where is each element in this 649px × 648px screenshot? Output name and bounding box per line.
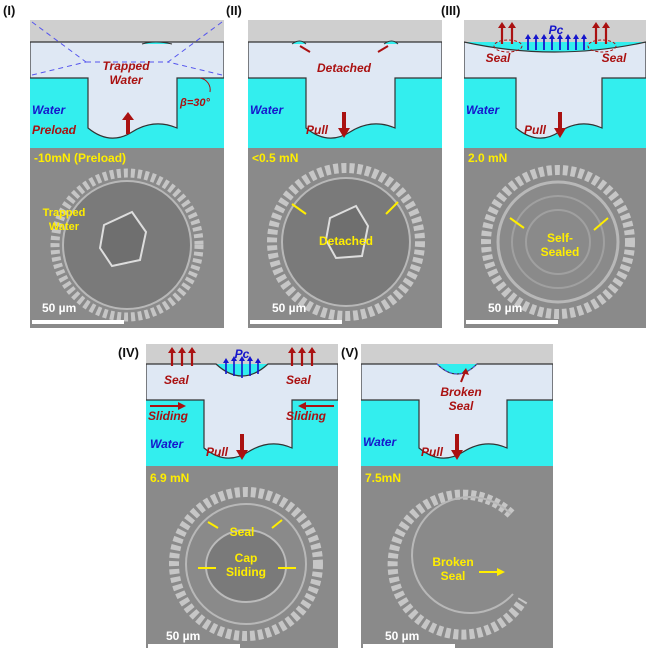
- pull-arrow: [338, 112, 350, 138]
- seal-left-label: Seal: [164, 373, 189, 387]
- photo-label-1: Broken: [432, 555, 473, 569]
- scale-label: 50 µm: [272, 301, 306, 315]
- panel-label-i: (I): [3, 3, 16, 18]
- action-label: Pull: [524, 123, 547, 137]
- pillar-body: [30, 41, 224, 139]
- photo-label-2: Seal: [441, 569, 466, 583]
- broken-label-1: Broken: [440, 385, 481, 399]
- photo-center-1: Cap: [235, 551, 258, 565]
- cone-guide: [31, 21, 223, 63]
- water-label: Water: [250, 103, 284, 117]
- scale-label: 50 µm: [385, 629, 419, 643]
- trapped-label-2: Water: [109, 73, 143, 87]
- force-label: 7.5mN: [365, 471, 401, 485]
- scale-bar: [32, 320, 124, 324]
- photo-center-2: Sliding: [226, 565, 266, 579]
- photo-label: Detached: [319, 234, 373, 248]
- detached-label: Detached: [317, 61, 372, 75]
- seal-right-label: Seal: [286, 373, 311, 387]
- photo-seal-label: Seal: [230, 525, 255, 539]
- force-label: 6.9 mN: [150, 471, 189, 485]
- scale-label: 50 µm: [166, 629, 200, 643]
- force-label: <0.5 mN: [252, 151, 298, 165]
- trapped-label-1: Trapped: [102, 59, 150, 73]
- panel-label-iii: (III): [441, 3, 461, 18]
- water-label: Water: [150, 437, 184, 451]
- pc-label: Pc: [549, 23, 564, 37]
- force-label: 2.0 mN: [468, 151, 507, 165]
- action-label: Preload: [32, 123, 77, 137]
- seal-left-label: Seal: [486, 51, 511, 65]
- trapped-water-pocket: [141, 41, 173, 45]
- action-label: Pull: [206, 445, 229, 459]
- force-label: -10mN (Preload): [34, 151, 126, 165]
- water-label: Water: [363, 435, 397, 449]
- seal-right-label: Seal: [602, 51, 627, 65]
- photo-label-1: Trapped: [43, 207, 86, 219]
- sliding-left-label: Sliding: [148, 409, 189, 423]
- panel-label-iv: (IV): [118, 345, 139, 360]
- photo-label-1: Self-: [547, 231, 573, 245]
- scale-label: 50 µm: [42, 301, 76, 315]
- panel-v: Broken Seal Water Pull 7.5mN Broken Seal…: [361, 344, 553, 648]
- pc-label: Pc: [235, 347, 250, 361]
- water-label: Water: [32, 103, 66, 117]
- action-label: Pull: [306, 123, 329, 137]
- panel-iv: Pc Seal Seal Sliding Sliding Water Pull …: [146, 344, 338, 648]
- detach-arrow-left: [299, 45, 311, 53]
- panel-ii: Detached Water Pull <0.5 mN Detached 50 …: [248, 20, 442, 328]
- action-label: Pull: [421, 445, 444, 459]
- panel-iii: Pc Seal Seal Water Pull 2.0 mN Self- Sea…: [464, 20, 646, 328]
- panel-i: Trapped Water β=30° Water Preload -10mN …: [30, 20, 224, 328]
- preload-arrow: [122, 112, 134, 134]
- substrate: [30, 20, 224, 42]
- broken-label-2: Seal: [449, 399, 474, 413]
- photo-label-2: Water: [49, 221, 80, 233]
- panel-label-ii: (II): [226, 3, 242, 18]
- detach-arrow-right: [377, 45, 389, 53]
- scale-label: 50 µm: [488, 301, 522, 315]
- photo-label-2: Sealed: [541, 245, 580, 259]
- angle-label: β=30°: [179, 97, 210, 109]
- water-label: Water: [466, 103, 500, 117]
- sliding-right-label: Sliding: [286, 409, 327, 423]
- panel-label-v: (V): [341, 345, 359, 360]
